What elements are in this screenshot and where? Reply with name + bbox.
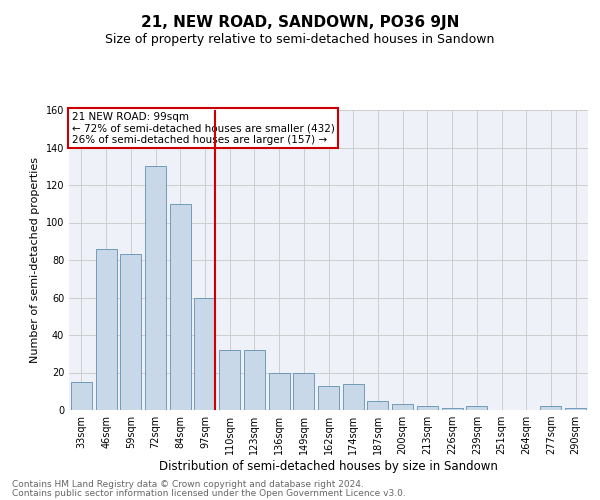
Text: Contains public sector information licensed under the Open Government Licence v3: Contains public sector information licen… <box>12 488 406 498</box>
Bar <box>120 254 141 410</box>
Bar <box>219 350 240 410</box>
Bar <box>318 386 339 410</box>
Bar <box>71 382 92 410</box>
Bar <box>541 406 562 410</box>
Text: 21, NEW ROAD, SANDOWN, PO36 9JN: 21, NEW ROAD, SANDOWN, PO36 9JN <box>141 15 459 30</box>
Text: Contains HM Land Registry data © Crown copyright and database right 2024.: Contains HM Land Registry data © Crown c… <box>12 480 364 489</box>
Bar <box>244 350 265 410</box>
Text: 21 NEW ROAD: 99sqm
← 72% of semi-detached houses are smaller (432)
26% of semi-d: 21 NEW ROAD: 99sqm ← 72% of semi-detache… <box>71 112 334 144</box>
Bar <box>466 406 487 410</box>
Bar <box>269 372 290 410</box>
Bar <box>95 248 116 410</box>
X-axis label: Distribution of semi-detached houses by size in Sandown: Distribution of semi-detached houses by … <box>159 460 498 473</box>
Text: Size of property relative to semi-detached houses in Sandown: Size of property relative to semi-detach… <box>106 32 494 46</box>
Bar <box>293 372 314 410</box>
Bar <box>145 166 166 410</box>
Bar <box>367 400 388 410</box>
Bar <box>417 406 438 410</box>
Bar <box>194 298 215 410</box>
Y-axis label: Number of semi-detached properties: Number of semi-detached properties <box>30 157 40 363</box>
Bar <box>565 408 586 410</box>
Bar <box>392 404 413 410</box>
Bar <box>442 408 463 410</box>
Bar <box>170 204 191 410</box>
Bar <box>343 384 364 410</box>
